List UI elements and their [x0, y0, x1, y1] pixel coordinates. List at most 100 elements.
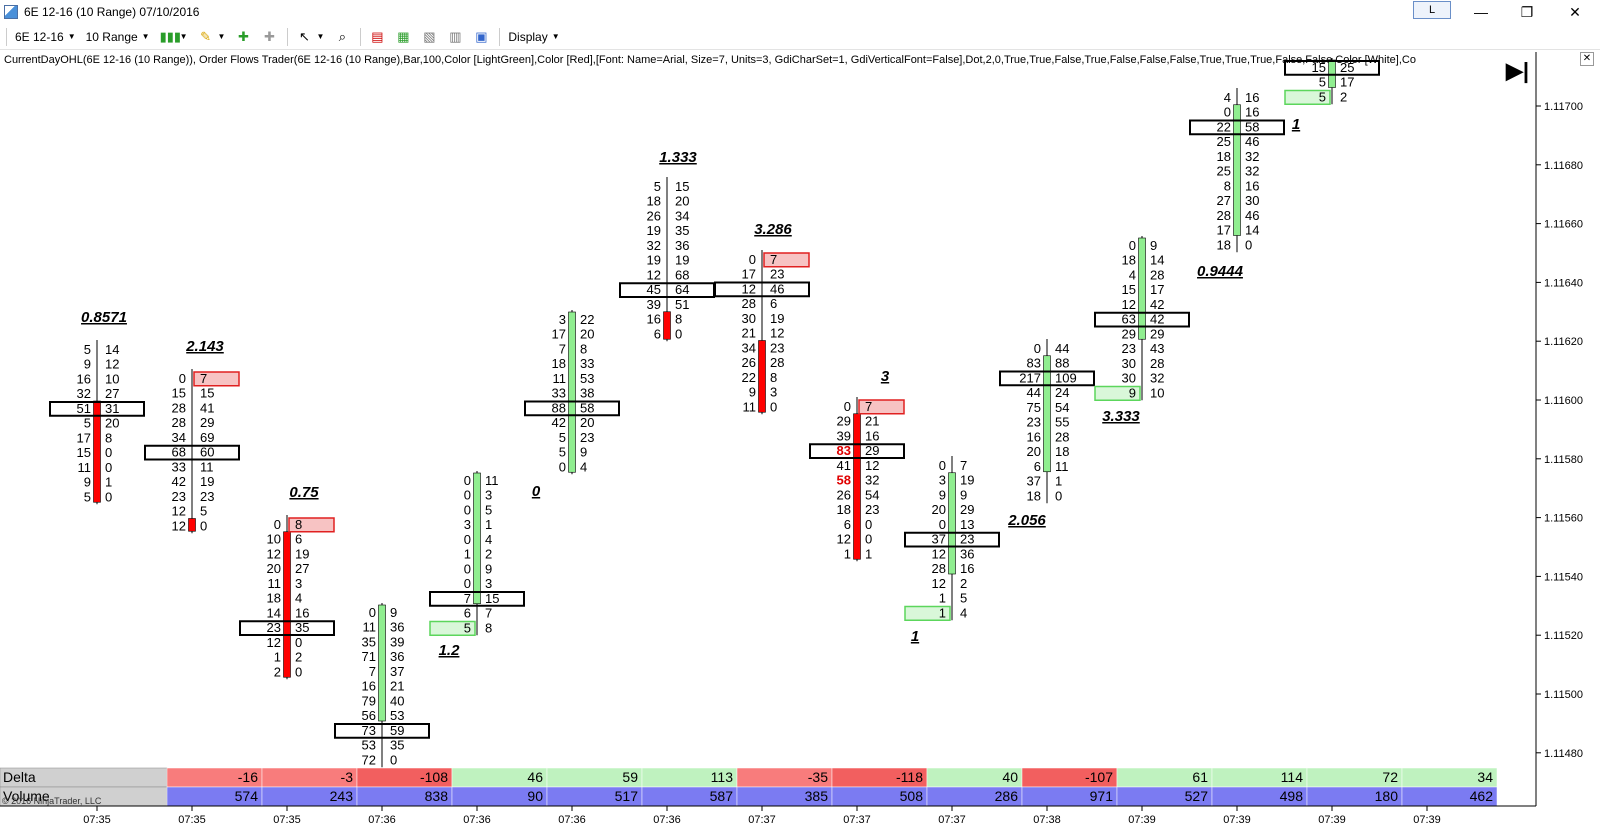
- ask-volume-cell: 0: [1245, 237, 1252, 252]
- ask-volume-cell: 15: [675, 179, 689, 194]
- ask-volume-cell: 16: [1245, 105, 1259, 120]
- chevron-down-icon: ▼: [551, 32, 560, 41]
- close-button[interactable]: ✕: [1569, 4, 1581, 20]
- ask-volume-cell: 35: [390, 738, 404, 753]
- scroll-to-end-icon[interactable]: ▶|: [1506, 58, 1530, 83]
- ask-volume-cell: 0: [770, 399, 777, 414]
- ask-volume-cell: 9: [1150, 238, 1157, 253]
- bid-volume-cell: 8: [1224, 178, 1231, 193]
- ask-volume-cell: 109: [1055, 370, 1077, 385]
- poc-box: [429, 591, 525, 607]
- volume-value: 517: [615, 788, 639, 804]
- ratio-label: 1: [911, 628, 919, 645]
- ask-volume-cell: 32: [865, 473, 879, 488]
- ask-volume-cell: 7: [485, 606, 492, 621]
- bid-volume-cell: 0: [179, 371, 186, 386]
- ask-volume-cell: 3: [485, 576, 492, 591]
- bid-volume-cell: 12: [932, 576, 946, 591]
- poc-box: [144, 444, 240, 461]
- maximize-button[interactable]: ❐: [1520, 4, 1534, 20]
- close-panel-button[interactable]: ✕: [1580, 52, 1594, 66]
- layout-button[interactable]: L: [1413, 1, 1451, 19]
- ask-volume-cell: 36: [390, 620, 404, 635]
- bid-volume-cell: 3: [464, 517, 471, 532]
- ask-volume-cell: 25: [1340, 60, 1354, 75]
- time-tick-label: 07:36: [463, 814, 491, 826]
- ask-volume-cell: 17: [1150, 282, 1164, 297]
- ask-volume-cell: 42: [1150, 297, 1164, 312]
- bid-volume-cell: 4: [1129, 267, 1136, 282]
- properties-button[interactable]: ▤: [365, 26, 389, 48]
- bid-volume-cell: 22: [1217, 119, 1231, 134]
- ask-volume-cell: 4: [295, 591, 302, 606]
- bid-volume-cell: 12: [267, 546, 281, 561]
- ask-volume-cell: 53: [580, 371, 594, 386]
- ratio-label: 1.333: [659, 149, 697, 166]
- ask-volume-cell: 0: [390, 752, 397, 767]
- display-menu[interactable]: Display ▼: [504, 26, 563, 48]
- bid-volume-cell: 25: [1217, 134, 1231, 149]
- bid-volume-cell: 21: [742, 326, 756, 341]
- ask-volume-cell: 53: [390, 708, 404, 723]
- bid-volume-cell: 0: [464, 532, 471, 547]
- bid-volume-cell: 34: [172, 430, 186, 445]
- ratio-label: 1: [1292, 116, 1300, 133]
- ask-volume-cell: 16: [865, 428, 879, 443]
- minimize-button[interactable]: —: [1474, 4, 1488, 20]
- ask-volume-cell: 28: [770, 355, 784, 370]
- instrument-selector[interactable]: 6E 12-16 ▼: [11, 26, 80, 48]
- ask-volume-cell: 23: [580, 430, 594, 445]
- ask-volume-cell: 36: [390, 649, 404, 664]
- zoom-button[interactable]: ⌕: [330, 26, 354, 48]
- ask-volume-cell: 32: [1245, 149, 1259, 164]
- bar-style-button[interactable]: ▮▮▮ ▼: [156, 26, 192, 48]
- delta-value: 114: [1281, 769, 1304, 785]
- pin-button[interactable]: ✚: [231, 26, 255, 48]
- bid-volume-cell: 11: [363, 620, 377, 635]
- volume-value: 462: [1470, 788, 1494, 804]
- time-tick-label: 07:35: [83, 814, 111, 826]
- ask-volume-cell: 60: [200, 445, 214, 460]
- bid-volume-cell: 11: [268, 576, 282, 591]
- bid-volume-cell: 0: [464, 473, 471, 488]
- ask-volume-cell: 29: [865, 443, 879, 458]
- data-box-button[interactable]: ▥: [443, 26, 467, 48]
- bar-body: [1233, 104, 1241, 236]
- template-button[interactable]: ▧: [417, 26, 441, 48]
- draw-tool-button[interactable]: ✎ ▼: [194, 26, 230, 48]
- strategy-button[interactable]: ▦: [391, 26, 415, 48]
- bar-body: [853, 413, 861, 560]
- price-tick-label: 1.11600: [1544, 395, 1583, 407]
- ratio-label: 0.8571: [81, 309, 127, 326]
- ask-volume-cell: 10: [1150, 385, 1164, 400]
- ask-volume-cell: 22: [580, 312, 594, 327]
- ask-volume-cell: 23: [770, 267, 784, 282]
- ask-volume-cell: 0: [105, 489, 112, 504]
- bid-volume-cell: 15: [77, 445, 91, 460]
- ask-volume-cell: 41: [200, 400, 214, 415]
- magnet-button[interactable]: ✚: [257, 26, 281, 48]
- ask-volume-cell: 27: [105, 386, 119, 401]
- ask-volume-cell: 27: [295, 561, 309, 576]
- imbalance-highlight: [1094, 385, 1141, 401]
- time-tick-label: 07:37: [843, 814, 871, 826]
- ask-volume-cell: 16: [1245, 90, 1259, 105]
- cursor-button[interactable]: ↖ ▼: [292, 26, 328, 48]
- interval-selector[interactable]: 10 Range ▼: [82, 26, 154, 48]
- bid-volume-cell: 29: [837, 414, 851, 429]
- bid-volume-cell: 28: [172, 415, 186, 430]
- chart-trader-button[interactable]: ▣: [469, 26, 493, 48]
- bid-volume-cell: 30: [1122, 356, 1136, 371]
- bar-body: [188, 518, 196, 532]
- ask-volume-cell: 28: [1150, 356, 1164, 371]
- ask-volume-cell: 59: [390, 723, 404, 738]
- ask-volume-cell: 15: [200, 386, 214, 401]
- volume-value: 243: [330, 788, 354, 804]
- delta-value: 72: [1382, 769, 1398, 785]
- delta-label: Delta: [3, 769, 36, 785]
- bid-volume-cell: 63: [1122, 312, 1136, 327]
- bid-volume-cell: 18: [1217, 149, 1231, 164]
- poc-box: [809, 443, 905, 459]
- ask-volume-cell: 6: [295, 532, 302, 547]
